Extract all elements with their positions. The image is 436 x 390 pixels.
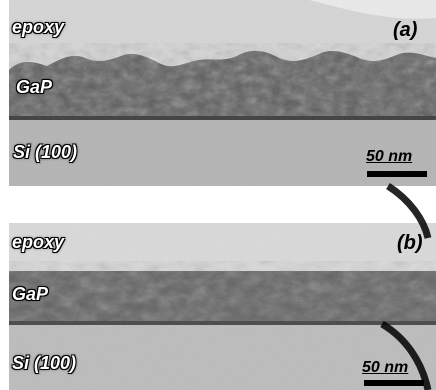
substrate-label: Si (100) <box>12 353 77 373</box>
scale-bar-label: 50 nm <box>362 359 409 376</box>
scale-bar-label: 50 nm <box>366 148 413 165</box>
epoxy-label: epoxy <box>12 232 65 252</box>
scale-bar <box>367 171 427 177</box>
tem-image-b <box>9 223 436 390</box>
tem-panel-b: epoxy GaP Si (100) (b) 50 nm <box>9 223 436 390</box>
epoxy-label: epoxy <box>12 17 65 37</box>
scale-bar <box>364 380 424 386</box>
tem-panel-a: epoxy GaP Si (100) (a) 50 nm <box>9 0 436 186</box>
panel-label-a: (a) <box>393 19 418 41</box>
gap-label: GaP <box>16 77 53 97</box>
gap-label: GaP <box>12 284 49 304</box>
tem-image-a <box>9 0 436 186</box>
substrate-label: Si (100) <box>13 142 78 162</box>
panel-label-b: (b) <box>397 232 423 254</box>
